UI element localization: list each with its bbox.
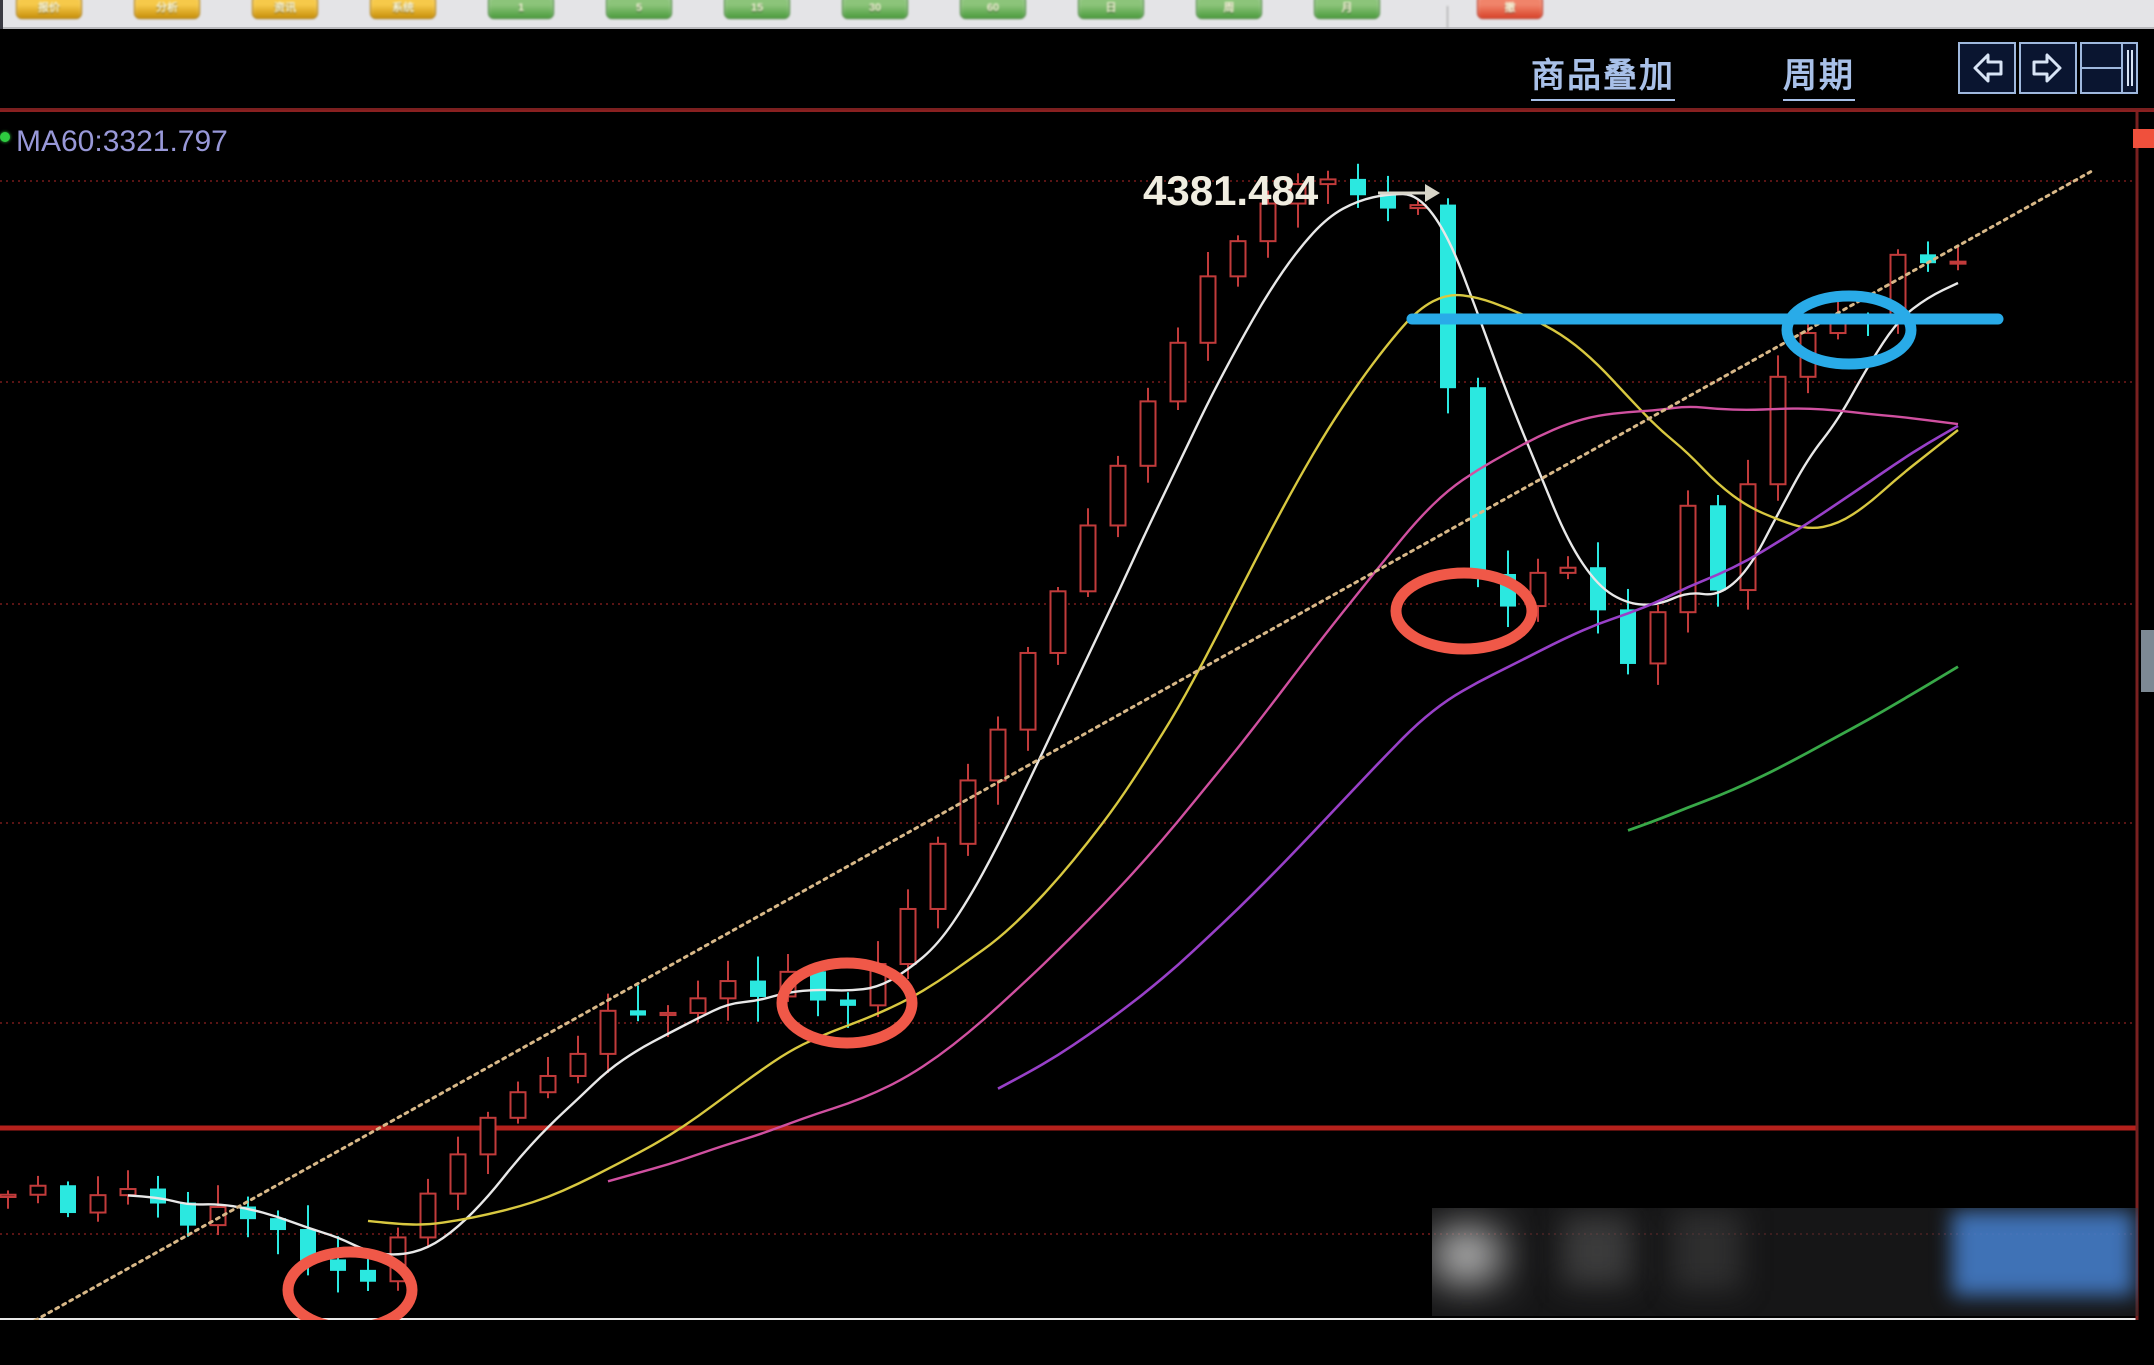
svg-text:4381.484: 4381.484 xyxy=(1143,167,1319,214)
